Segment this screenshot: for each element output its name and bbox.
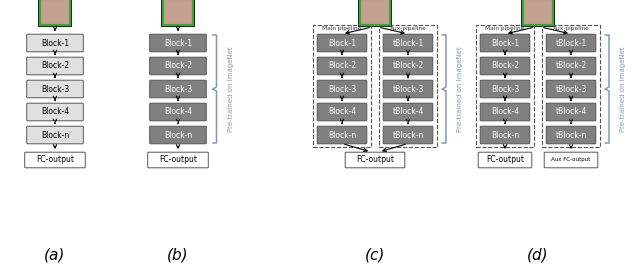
Text: tBlock-4: tBlock-4 <box>556 107 587 117</box>
Text: tBlock-2: tBlock-2 <box>556 61 587 70</box>
FancyBboxPatch shape <box>317 34 367 52</box>
Text: (a): (a) <box>44 247 66 262</box>
Text: tBlock-n: tBlock-n <box>392 131 424 140</box>
FancyBboxPatch shape <box>27 57 83 75</box>
Bar <box>38 0 72 27</box>
Text: tBlock-n: tBlock-n <box>556 131 587 140</box>
FancyBboxPatch shape <box>317 57 367 75</box>
FancyBboxPatch shape <box>480 57 530 75</box>
Bar <box>163 0 193 25</box>
FancyBboxPatch shape <box>546 34 596 52</box>
FancyBboxPatch shape <box>27 126 83 144</box>
FancyBboxPatch shape <box>150 57 206 75</box>
Text: Block-3: Block-3 <box>328 84 356 94</box>
Text: Block-1: Block-1 <box>328 39 356 47</box>
FancyBboxPatch shape <box>150 126 206 144</box>
FancyBboxPatch shape <box>317 103 367 121</box>
Text: Main pipeline: Main pipeline <box>485 26 525 31</box>
Text: Block-4: Block-4 <box>491 107 519 117</box>
Text: Block-3: Block-3 <box>41 84 69 94</box>
Bar <box>313 25 371 147</box>
Text: Aux FC-output: Aux FC-output <box>551 158 591 162</box>
Bar <box>523 0 553 25</box>
Text: Block-2: Block-2 <box>328 61 356 70</box>
FancyBboxPatch shape <box>383 34 433 52</box>
Text: Block-n: Block-n <box>328 131 356 140</box>
FancyBboxPatch shape <box>317 80 367 98</box>
FancyBboxPatch shape <box>150 103 206 121</box>
Bar <box>40 0 70 25</box>
Bar <box>523 0 553 25</box>
Text: Aux-pipeline: Aux-pipeline <box>552 26 589 31</box>
Text: Block-3: Block-3 <box>491 84 519 94</box>
Bar <box>163 0 193 25</box>
FancyBboxPatch shape <box>546 126 596 144</box>
Text: FC-output: FC-output <box>36 155 74 165</box>
Bar <box>379 25 437 147</box>
FancyBboxPatch shape <box>27 34 83 52</box>
Bar <box>521 0 555 27</box>
Bar <box>360 0 390 25</box>
Text: (c): (c) <box>365 247 385 262</box>
Bar <box>542 25 600 147</box>
FancyBboxPatch shape <box>546 80 596 98</box>
Text: (b): (b) <box>167 247 189 262</box>
FancyBboxPatch shape <box>480 103 530 121</box>
Text: tBlock-4: tBlock-4 <box>392 107 424 117</box>
FancyBboxPatch shape <box>148 152 208 168</box>
Text: Block-n: Block-n <box>164 131 192 140</box>
Text: Pre-trained on ImageNet: Pre-trained on ImageNet <box>620 46 626 132</box>
Text: Block-4: Block-4 <box>164 107 192 117</box>
FancyBboxPatch shape <box>383 103 433 121</box>
Text: Block-1: Block-1 <box>164 39 192 47</box>
Bar <box>40 0 70 25</box>
FancyBboxPatch shape <box>478 152 532 168</box>
Text: Block-2: Block-2 <box>164 61 192 70</box>
FancyBboxPatch shape <box>25 152 85 168</box>
Text: tBlock-2: tBlock-2 <box>392 61 424 70</box>
FancyBboxPatch shape <box>345 152 405 168</box>
Text: Block-n: Block-n <box>41 131 69 140</box>
FancyBboxPatch shape <box>480 126 530 144</box>
FancyBboxPatch shape <box>546 103 596 121</box>
Bar <box>360 0 390 25</box>
FancyBboxPatch shape <box>544 152 598 168</box>
FancyBboxPatch shape <box>27 80 83 98</box>
Text: tBlock-1: tBlock-1 <box>392 39 424 47</box>
Text: tBlock-3: tBlock-3 <box>556 84 587 94</box>
FancyBboxPatch shape <box>480 80 530 98</box>
FancyBboxPatch shape <box>150 80 206 98</box>
Text: Block-2: Block-2 <box>491 61 519 70</box>
Text: Block-4: Block-4 <box>41 107 69 117</box>
FancyBboxPatch shape <box>383 80 433 98</box>
Text: Block-2: Block-2 <box>41 61 69 70</box>
FancyBboxPatch shape <box>383 57 433 75</box>
Bar <box>476 25 534 147</box>
Text: FC-output: FC-output <box>486 155 524 165</box>
Text: Block-4: Block-4 <box>328 107 356 117</box>
Text: FC-output: FC-output <box>356 155 394 165</box>
Text: tBlock-3: tBlock-3 <box>392 84 424 94</box>
Text: Aux-pipeline: Aux-pipeline <box>390 26 426 31</box>
FancyBboxPatch shape <box>27 103 83 121</box>
Text: FC-output: FC-output <box>159 155 197 165</box>
Text: (d): (d) <box>527 247 549 262</box>
Text: Block-1: Block-1 <box>41 39 69 47</box>
FancyBboxPatch shape <box>150 34 206 52</box>
Text: tBlock-1: tBlock-1 <box>556 39 587 47</box>
Text: Block-n: Block-n <box>491 131 519 140</box>
Text: Pre-trained on ImageNet: Pre-trained on ImageNet <box>457 46 463 132</box>
FancyBboxPatch shape <box>546 57 596 75</box>
FancyBboxPatch shape <box>480 34 530 52</box>
FancyBboxPatch shape <box>317 126 367 144</box>
Text: Block-1: Block-1 <box>491 39 519 47</box>
Bar <box>161 0 195 27</box>
FancyBboxPatch shape <box>383 126 433 144</box>
Text: Pre-trained on ImageNet: Pre-trained on ImageNet <box>227 46 234 132</box>
Text: Block-3: Block-3 <box>164 84 192 94</box>
Bar <box>358 0 392 27</box>
Text: Main pipeline: Main pipeline <box>323 26 362 31</box>
